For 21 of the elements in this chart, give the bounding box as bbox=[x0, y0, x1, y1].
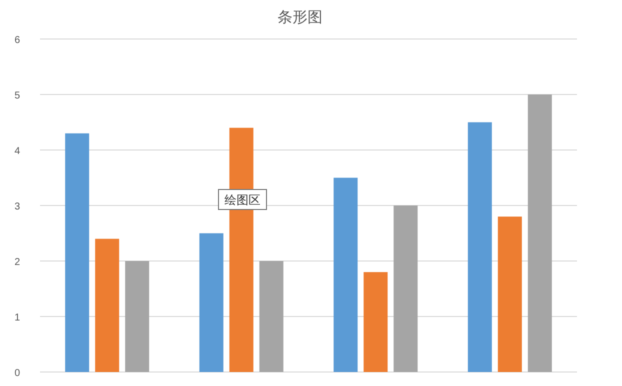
bar bbox=[498, 216, 522, 372]
bar bbox=[394, 206, 418, 372]
bar bbox=[199, 233, 224, 372]
bar bbox=[334, 178, 358, 372]
chart-title: 条形图 bbox=[278, 9, 322, 26]
y-tick-label: 5 bbox=[14, 90, 20, 102]
bar bbox=[468, 122, 492, 372]
y-tick-label: 0 bbox=[14, 368, 20, 379]
y-tick-label: 4 bbox=[14, 146, 20, 157]
bar bbox=[65, 133, 90, 372]
y-tick-label: 6 bbox=[14, 35, 20, 46]
y-tick-label: 3 bbox=[14, 202, 20, 212]
y-tick-label: 1 bbox=[14, 312, 20, 324]
annotation: 绘图区 bbox=[218, 189, 267, 210]
bar bbox=[528, 94, 552, 372]
y-tick-label: 2 bbox=[14, 257, 20, 268]
bar bbox=[95, 238, 120, 372]
bar bbox=[364, 272, 388, 372]
bar bbox=[259, 261, 284, 372]
annotation: 绘图区 bbox=[224, 193, 260, 207]
bar bbox=[125, 261, 150, 372]
